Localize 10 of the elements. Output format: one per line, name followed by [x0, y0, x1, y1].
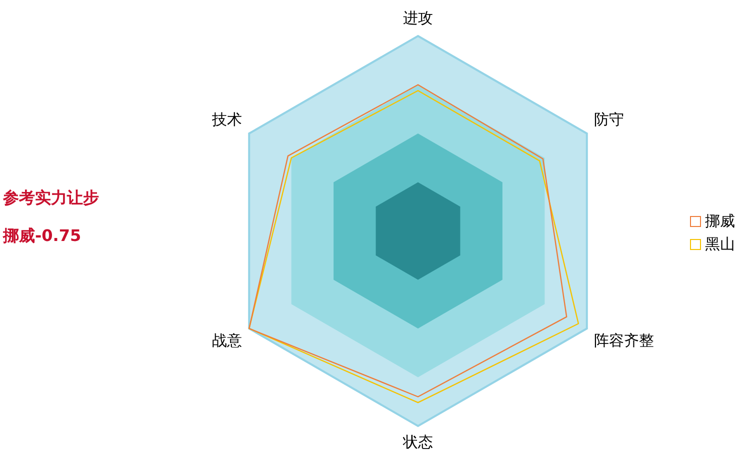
- spoke-label: 防守: [594, 110, 624, 128]
- spoke-label: 进攻: [403, 8, 433, 27]
- legend-label: 挪威: [705, 212, 735, 231]
- text: 挪威-0.75: [3, 226, 82, 246]
- spoke-label: 状态: [402, 432, 433, 451]
- spoke-label: 战意: [212, 331, 242, 350]
- spoke-label: 技术: [211, 110, 242, 128]
- legend-label: 黑山: [705, 235, 735, 254]
- text: 参考实力让步: [3, 188, 99, 208]
- spoke-label: 阵容齐整: [594, 331, 654, 350]
